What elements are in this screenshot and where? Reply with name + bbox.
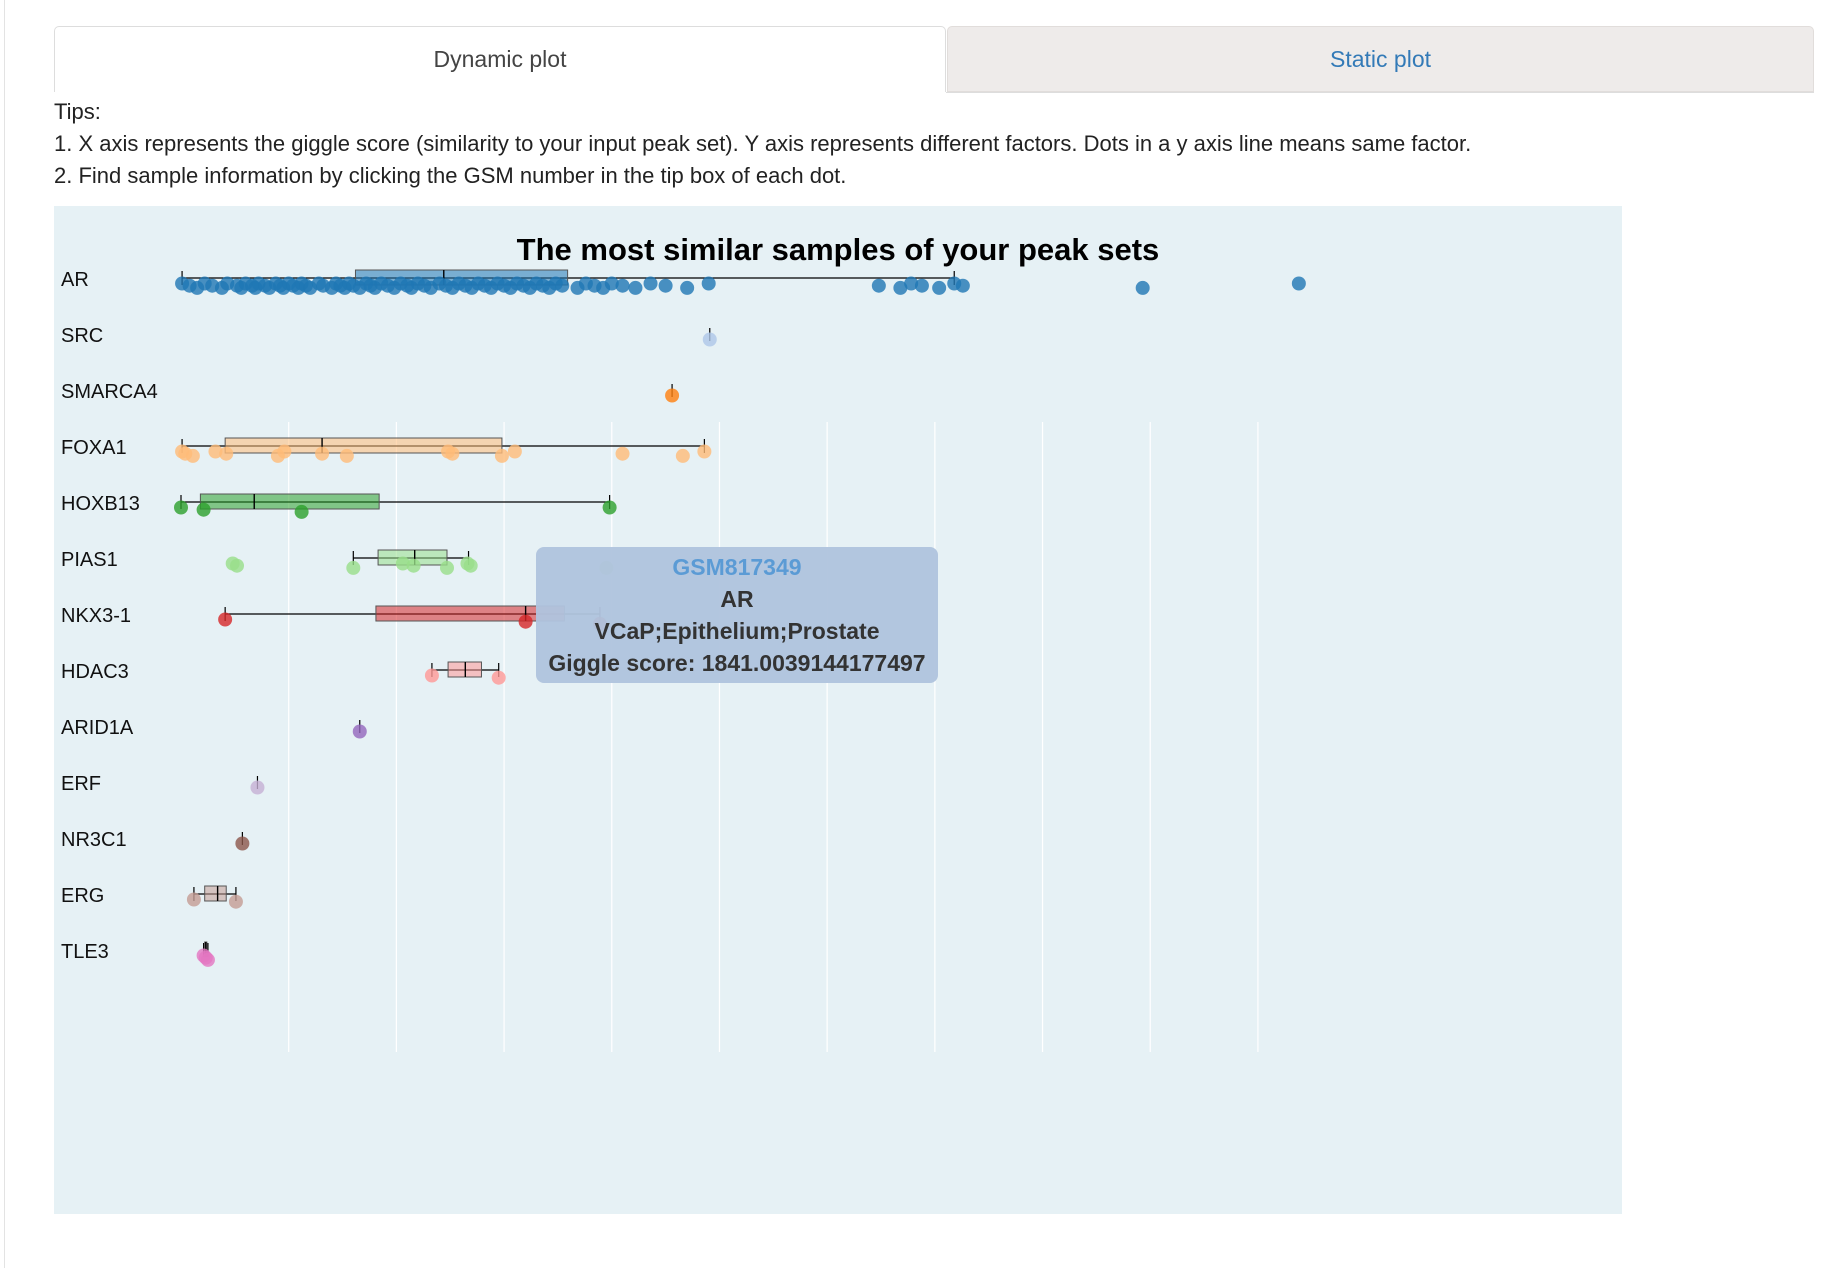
data-point xyxy=(675,448,690,463)
data-point xyxy=(507,444,522,459)
data-point xyxy=(218,612,233,627)
data-point xyxy=(893,280,908,295)
data-point xyxy=(463,558,478,573)
plot-area[interactable]: The most similar samples of your peak se… xyxy=(54,206,1622,1214)
data-point xyxy=(555,278,570,293)
data-point xyxy=(235,836,250,851)
box-iqr xyxy=(204,885,227,902)
data-point xyxy=(1291,276,1306,291)
data-point xyxy=(871,278,886,293)
category-label: SMARCA4 xyxy=(61,381,158,403)
tips-heading: Tips: xyxy=(54,99,101,124)
data-point xyxy=(352,724,367,739)
category-label: SRC xyxy=(61,325,103,347)
series-smarca4 xyxy=(665,384,680,403)
data-point xyxy=(294,504,309,519)
box-plot-chart[interactable]: The most similar samples of your peak se… xyxy=(54,206,1622,1214)
category-label: ERF xyxy=(61,773,101,795)
data-point xyxy=(697,444,712,459)
data-point xyxy=(914,278,929,293)
series-erf xyxy=(250,776,265,795)
data-point xyxy=(904,276,919,291)
grid-lines xyxy=(288,422,1259,1052)
chart-title: The most similar samples of your peak se… xyxy=(517,232,1160,267)
category-label: NR3C1 xyxy=(61,829,127,851)
data-point xyxy=(491,670,506,685)
data-point xyxy=(628,280,643,295)
data-point xyxy=(219,446,234,461)
category-label: AR xyxy=(61,269,89,291)
tooltip-gsm-link[interactable]: GSM817349 xyxy=(672,554,802,580)
data-point xyxy=(702,332,717,347)
data-point xyxy=(174,500,188,515)
data-point xyxy=(658,278,673,293)
series-src xyxy=(702,328,717,347)
tips-section: Tips: 1. X axis represents the giggle sc… xyxy=(54,96,1471,192)
series-hdac3 xyxy=(424,661,506,685)
data-point xyxy=(518,614,533,629)
series-foxa1 xyxy=(175,437,712,463)
data-point xyxy=(315,446,330,461)
data-point xyxy=(955,278,970,293)
category-label: NKX3-1 xyxy=(61,605,131,627)
tabs-underline xyxy=(946,92,1814,93)
category-label: ARID1A xyxy=(61,717,134,739)
hover-tooltip: GSM817349 AR VCaP;Epithelium;Prostate Gi… xyxy=(536,547,938,683)
data-point xyxy=(440,560,454,575)
tooltip-score: Giggle score: 1841.0039144177497 xyxy=(548,650,926,676)
data-point xyxy=(277,444,292,459)
data-point xyxy=(346,560,361,575)
tooltip-factor: AR xyxy=(720,586,754,612)
category-labels: AR SRC SMARCA4 FOXA1 HOXB13 PIAS1 NKX3-1 HDAC3 A… xyxy=(61,269,158,963)
plot-tabs: Dynamic plot Static plot xyxy=(54,26,1814,93)
data-point xyxy=(615,278,630,293)
data-point xyxy=(1135,280,1150,295)
tab-static-plot[interactable]: Static plot xyxy=(947,26,1814,92)
data-point xyxy=(445,446,460,461)
data-point xyxy=(339,448,354,463)
tab-dynamic-plot[interactable]: Dynamic plot xyxy=(54,26,946,92)
data-point xyxy=(665,388,680,403)
data-point xyxy=(680,280,695,295)
data-point xyxy=(701,276,716,291)
data-point xyxy=(200,952,215,967)
category-label: ERG xyxy=(61,885,104,907)
data-point xyxy=(602,500,617,515)
page-frame-line xyxy=(4,0,5,1268)
box-iqr xyxy=(199,493,380,510)
category-label: PIAS1 xyxy=(61,549,118,571)
data-point xyxy=(228,894,243,909)
data-point xyxy=(208,444,223,459)
data-point xyxy=(604,276,619,291)
category-label: FOXA1 xyxy=(61,437,127,459)
series-erg xyxy=(186,885,243,909)
tips-line-2: 2. Find sample information by clicking t… xyxy=(54,163,847,188)
data-point xyxy=(424,668,439,683)
data-point xyxy=(250,780,265,795)
category-label: HOXB13 xyxy=(61,493,140,515)
data-point xyxy=(186,892,201,907)
box-iqr xyxy=(224,437,503,454)
data-point xyxy=(196,502,211,517)
series-tle3 xyxy=(196,941,215,967)
series-arid1a xyxy=(352,720,367,739)
data-point xyxy=(395,556,410,571)
tooltip-sample-info: VCaP;Epithelium;Prostate xyxy=(594,618,880,644)
data-point xyxy=(643,276,658,291)
series-ar xyxy=(175,269,1306,295)
series-nr3c1 xyxy=(235,832,250,851)
box-series xyxy=(174,269,1306,967)
category-label: TLE3 xyxy=(61,941,109,963)
category-label: HDAC3 xyxy=(61,661,129,683)
data-point xyxy=(230,558,244,573)
data-point xyxy=(494,448,509,463)
tips-line-1: 1. X axis represents the giggle score (s… xyxy=(54,131,1472,156)
data-point xyxy=(185,448,200,463)
data-point xyxy=(615,446,630,461)
series-hoxb13 xyxy=(174,493,617,519)
data-point xyxy=(932,280,947,295)
data-point xyxy=(406,558,421,573)
